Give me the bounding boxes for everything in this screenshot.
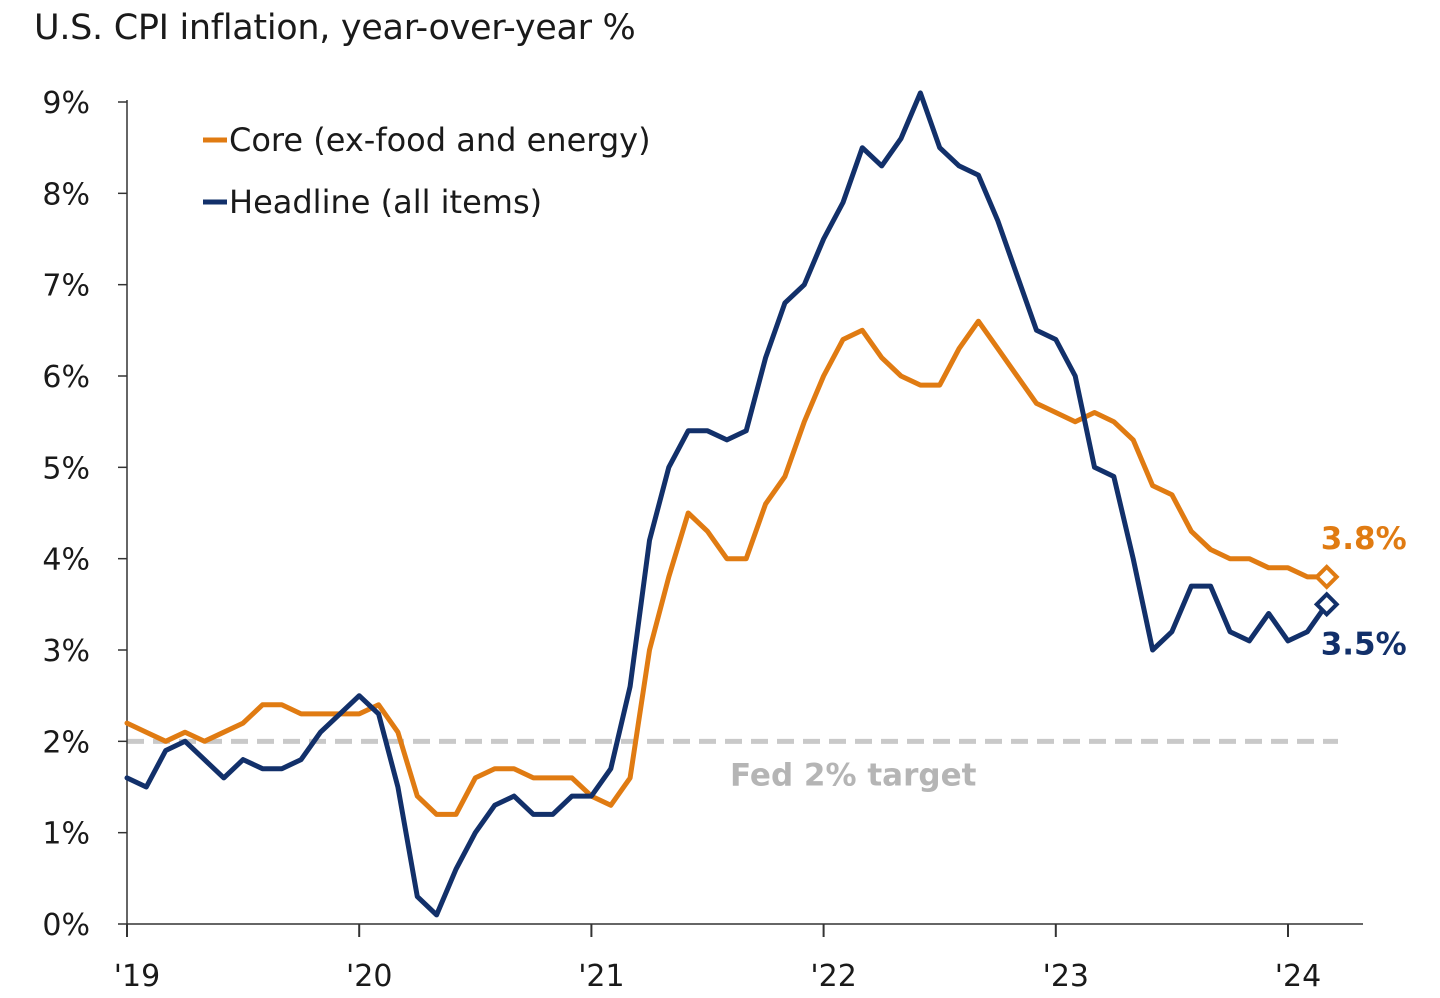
legend-label-headline: Headline (all items) [229, 183, 542, 221]
fed-target-label: Fed 2% target [730, 757, 977, 793]
y-tick-label: 1% [42, 817, 90, 852]
y-tick-label: 8% [42, 177, 90, 212]
y-tick-label: 2% [42, 725, 90, 760]
reference-line-group: Fed 2% target [127, 738, 1338, 793]
x-tick-label: '20 [346, 959, 392, 994]
legend: Core (ex-food and energy) Headline (all i… [203, 121, 651, 221]
headline-end-label: 3.5% [1321, 626, 1407, 662]
x-tick-label: '19 [114, 959, 160, 994]
y-tick-label: 9% [42, 86, 90, 121]
series-group [124, 90, 1340, 918]
core-end-marker [1313, 564, 1340, 590]
y-tick-label: 5% [42, 451, 90, 486]
y-tick-label: 3% [42, 634, 90, 669]
y-tick-label: 7% [42, 269, 90, 304]
x-tick-label: '21 [578, 959, 624, 994]
axes-group: 0% 1% 2% 3% 4% 5% 6% 7% 8% 9% '19 '20 '21 '22 '23 '24 [42, 86, 1363, 994]
end-labels-group: 3.8% 3.5% [1321, 521, 1407, 662]
legend-label-core: Core (ex-food and energy) [229, 121, 651, 159]
x-tick-label: '22 [810, 959, 856, 994]
headline-series-line [124, 90, 1330, 918]
headline-end-marker [1313, 591, 1340, 618]
chart-title: U.S. CPI inflation, year-over-year % [34, 8, 636, 48]
x-tick-label: '24 [1275, 959, 1321, 994]
core-end-label: 3.8% [1321, 521, 1407, 557]
core-series-line [124, 318, 1330, 817]
y-tick-label: 6% [42, 360, 90, 395]
y-tick-label: 4% [42, 543, 90, 578]
x-tick-label: '23 [1043, 959, 1089, 994]
y-tick-label: 0% [42, 908, 90, 943]
